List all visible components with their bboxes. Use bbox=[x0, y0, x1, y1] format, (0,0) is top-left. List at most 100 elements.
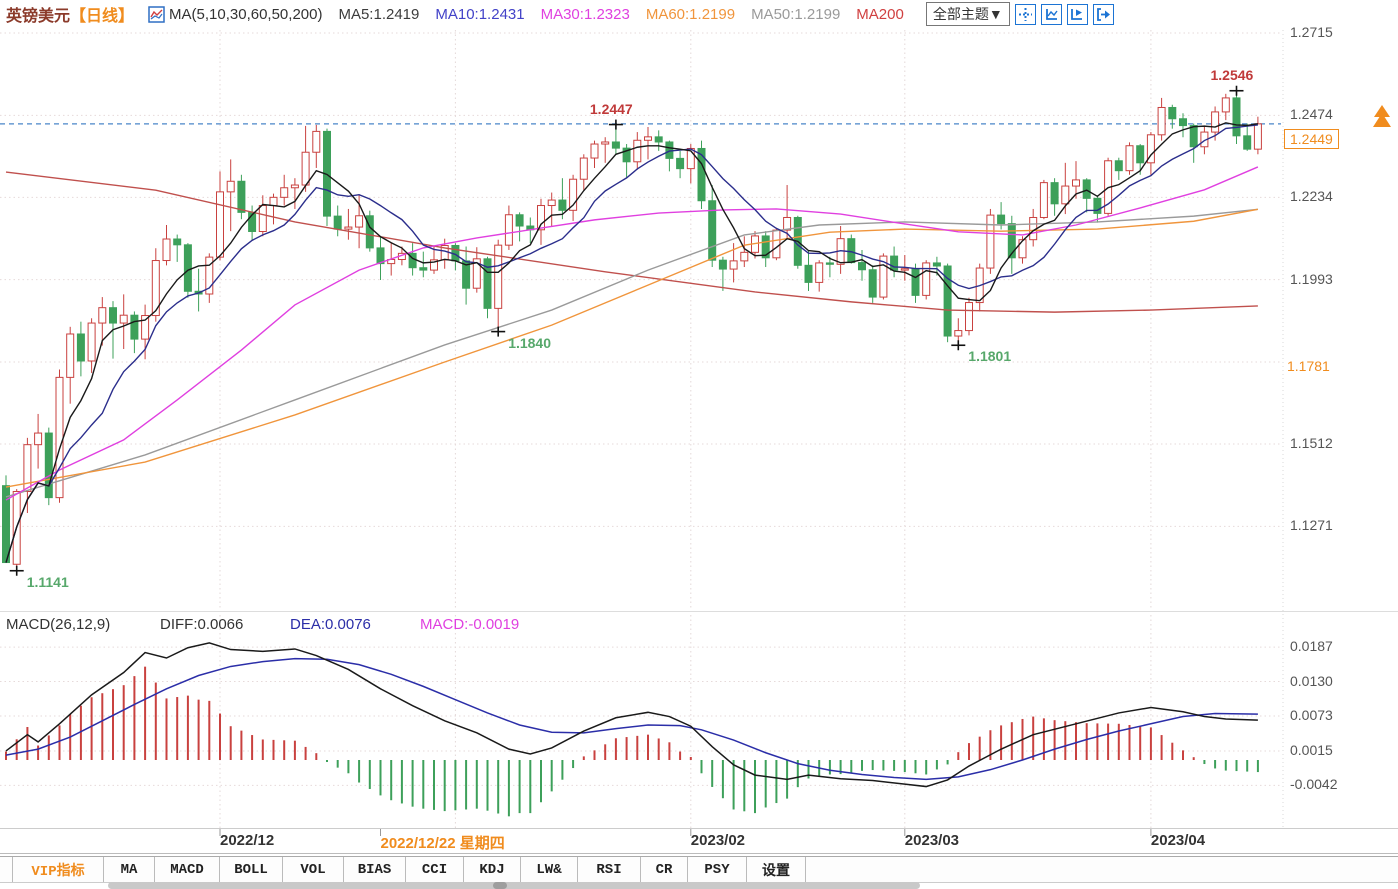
candle-body bbox=[515, 214, 524, 227]
candle-body bbox=[472, 258, 481, 289]
candle-body bbox=[879, 255, 888, 298]
candle-body bbox=[858, 262, 866, 271]
macd-histogram-bar bbox=[486, 760, 489, 811]
price-axis-label: 1.2715 bbox=[1290, 24, 1333, 40]
macd-histogram-bar bbox=[1160, 735, 1163, 760]
price-chart-plot[interactable] bbox=[0, 0, 1398, 856]
macd-line bbox=[5, 642, 1258, 788]
macd-histogram-bar bbox=[454, 760, 457, 811]
indicator-tab-[interactable]: 设置 bbox=[747, 857, 806, 882]
candle-body bbox=[504, 214, 513, 246]
indicator-tab-VIP[interactable]: VIP指标 bbox=[13, 857, 104, 882]
candle-body bbox=[237, 180, 246, 213]
panel-divider bbox=[0, 611, 1398, 612]
candle-body bbox=[729, 260, 738, 270]
macd-histogram-bar bbox=[315, 753, 318, 760]
ma-legend-item: MA10:1.2431 bbox=[435, 5, 525, 23]
symbol-title: 英镑美元 bbox=[6, 8, 71, 25]
candle-body bbox=[269, 196, 278, 207]
candle-body bbox=[1179, 118, 1187, 127]
macd-histogram-bar bbox=[1032, 716, 1035, 760]
macd-histogram-bar bbox=[101, 693, 104, 760]
macd-histogram-bar bbox=[251, 735, 254, 760]
candle-body bbox=[804, 264, 813, 283]
candle-body bbox=[708, 200, 717, 261]
macd-histogram-bar bbox=[58, 725, 61, 760]
candle-body bbox=[162, 238, 171, 262]
macd-histogram-bar bbox=[208, 700, 211, 760]
candle-body bbox=[23, 444, 32, 492]
macd-axis-label: 0.0187 bbox=[1290, 638, 1333, 655]
chart-arrow-icon[interactable] bbox=[1066, 3, 1088, 25]
macd-histogram-bar bbox=[1085, 723, 1088, 760]
ma-legend-item: MA60:1.2199 bbox=[645, 5, 736, 23]
chart-left-axis-icon[interactable] bbox=[1040, 3, 1062, 25]
indicator-tab-PSY[interactable]: PSY bbox=[688, 857, 747, 882]
crosshair-icon[interactable] bbox=[1014, 3, 1036, 25]
indicator-tab-KDJ[interactable]: KDJ bbox=[464, 857, 521, 882]
candle-body bbox=[697, 147, 706, 202]
macd-histogram-bar bbox=[1064, 721, 1067, 760]
macd-histogram-bar bbox=[1246, 760, 1249, 772]
macd-histogram-bar bbox=[1235, 760, 1238, 772]
macd-histogram-bar bbox=[122, 685, 125, 760]
indicator-tab-LW[interactable]: LW& bbox=[521, 857, 578, 882]
all-themes-button[interactable]: 全部主题▼ bbox=[925, 2, 1010, 26]
macd-histogram-bar bbox=[186, 695, 189, 760]
macd-histogram-bar bbox=[914, 760, 917, 774]
indicator-tab-BIAS[interactable]: BIAS bbox=[344, 857, 406, 882]
candle-body bbox=[419, 267, 428, 271]
period-label: 【日线】 bbox=[70, 8, 135, 25]
exit-right-icon[interactable] bbox=[1092, 3, 1114, 25]
macd-histogram-bar bbox=[154, 682, 157, 760]
macd-histogram-bar bbox=[925, 760, 928, 775]
x-axis-label: 2023/02 bbox=[690, 832, 746, 849]
indicator-tab-RSI[interactable]: RSI bbox=[578, 857, 641, 882]
x-axis-label: 2023/03 bbox=[904, 832, 960, 849]
macd-histogram-bar bbox=[893, 760, 896, 771]
macd-histogram-bar bbox=[422, 760, 425, 809]
candle-body bbox=[76, 333, 85, 362]
candle-body bbox=[355, 215, 364, 228]
indicator-tab-VOL[interactable]: VOL bbox=[283, 857, 344, 882]
indicator-tab-CCI[interactable]: CCI bbox=[406, 857, 464, 882]
indicator-tab-BOLL[interactable]: BOLL bbox=[220, 857, 283, 882]
macd-histogram-bar bbox=[336, 760, 339, 768]
candle-body bbox=[173, 238, 182, 246]
price-axis-label: 1.2474 bbox=[1290, 106, 1333, 123]
macd-histogram-bar bbox=[1053, 720, 1056, 760]
candle-body bbox=[1211, 111, 1220, 133]
macd-histogram-bar bbox=[614, 738, 617, 760]
macd-histogram-bar bbox=[261, 739, 264, 760]
candle-body bbox=[1082, 179, 1091, 199]
macd-histogram-bar bbox=[26, 727, 29, 760]
macd-histogram-bar bbox=[796, 760, 799, 788]
x-axis-label: 2022/12/22 星期四 bbox=[380, 835, 505, 852]
horizontal-scrollbar[interactable] bbox=[108, 882, 920, 889]
ma-legend-item: MA50:1.2199 bbox=[751, 5, 841, 23]
macd-histogram-bar bbox=[679, 751, 682, 760]
candle-body bbox=[87, 322, 96, 362]
toolbar-edge bbox=[0, 857, 13, 882]
candle-body bbox=[1253, 123, 1262, 150]
macd-histogram-bar bbox=[540, 760, 542, 803]
macd-histogram-bar bbox=[326, 760, 328, 763]
macd-histogram-bar bbox=[700, 760, 703, 774]
candle-body bbox=[633, 139, 642, 163]
indicator-tab-CR[interactable]: CR bbox=[641, 857, 688, 882]
macd-histogram-bar bbox=[721, 760, 724, 799]
indicator-tab-MACD[interactable]: MACD bbox=[155, 857, 220, 882]
x-axis-label: 2022/12 bbox=[220, 832, 275, 849]
candle-body bbox=[601, 141, 610, 145]
candle-body bbox=[2, 485, 10, 564]
macd-histogram-bar bbox=[165, 698, 168, 760]
candle-body bbox=[1072, 179, 1080, 187]
macd-histogram-bar bbox=[968, 743, 970, 760]
candle-body bbox=[1168, 106, 1177, 120]
scrollbar-knob[interactable] bbox=[493, 882, 507, 889]
macd-histogram-bar bbox=[15, 739, 18, 760]
candle-body bbox=[943, 265, 952, 337]
candle-body bbox=[965, 302, 973, 332]
indicator-tab-MA[interactable]: MA bbox=[104, 857, 155, 882]
macd-histogram-bar bbox=[625, 737, 628, 760]
